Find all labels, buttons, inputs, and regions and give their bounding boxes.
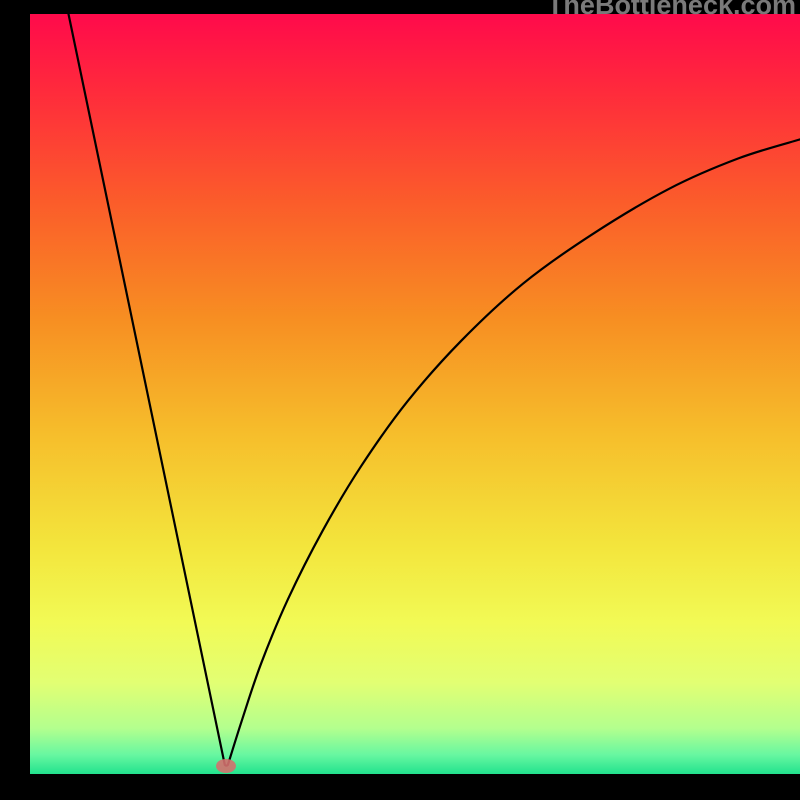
watermark-text: TheBottleneck.com	[547, 0, 796, 21]
chart-frame: TheBottleneck.com	[0, 0, 800, 800]
plot-gradient-area	[30, 14, 800, 774]
